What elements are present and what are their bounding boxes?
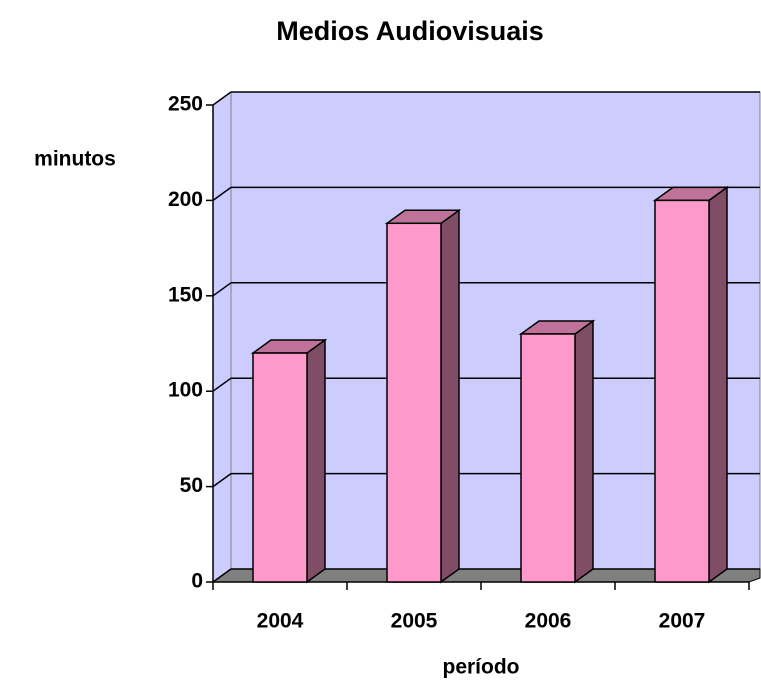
x-tick-label: 2005 [391,610,438,633]
grid-line [212,377,232,392]
chart-title: Medios Audiovisuais [276,16,544,46]
bar-side [306,338,326,584]
x-tick-label: 2007 [659,610,706,633]
y-tick-label: 150 [168,283,203,306]
grid-line [212,282,232,297]
bar [654,199,710,583]
y-tick-label: 50 [180,474,203,497]
bar [252,352,308,583]
y-tick-label: 100 [168,379,203,402]
side-wall [212,91,232,583]
y-axis-label: minutos [34,148,116,171]
bar-side [708,185,728,584]
grid-line [212,472,232,488]
grid-line [212,568,232,583]
bar-side [574,319,594,584]
bar [520,333,576,583]
x-axis-label: período [443,656,520,679]
y-tick-label: 250 [168,93,203,116]
grid-line [212,186,232,202]
grid-line [212,91,232,106]
x-tick-label: 2006 [525,610,572,633]
x-tick-label: 2004 [257,610,304,633]
bar-side [440,208,460,584]
bar [386,222,442,583]
y-tick-label: 200 [168,188,203,211]
y-tick-label: 0 [191,570,203,593]
